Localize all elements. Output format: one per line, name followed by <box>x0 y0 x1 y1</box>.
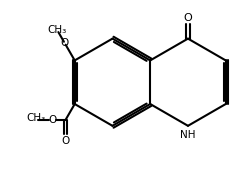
Text: O: O <box>62 136 70 146</box>
Text: O: O <box>48 115 56 125</box>
Text: CH₃: CH₃ <box>48 25 67 35</box>
Text: O: O <box>60 38 69 48</box>
Text: O: O <box>184 13 192 23</box>
Text: CH₃: CH₃ <box>26 113 46 123</box>
Text: NH: NH <box>180 130 196 140</box>
